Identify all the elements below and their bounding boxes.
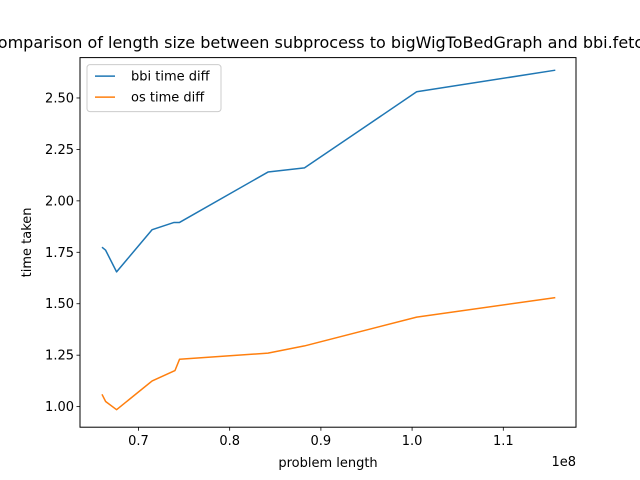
y-tick-label: 1.50 [45,297,74,312]
y-axis: 1.00 1.25 1.50 1.75 2.00 2.25 2.50 [45,91,80,415]
y-tick-label: 2.00 [45,194,74,209]
y-axis-label: time taken [20,207,35,277]
x-tick-label: 1.1 [493,434,514,449]
x-tick-label: 0.9 [311,434,332,449]
x-axis-offset-label: 1e8 [551,455,576,470]
y-tick-label: 2.50 [45,91,74,106]
x-axis-label: problem length [278,456,377,471]
series-line-1 [101,296,556,411]
series-line-0 [101,69,556,273]
y-tick-label: 1.25 [45,349,74,364]
chart-title: Comparison of length size between subpro… [0,33,640,52]
y-tick-label: 2.25 [45,143,74,158]
legend-box [86,64,222,113]
plot-frame [79,57,577,428]
x-tick-label: 0.7 [128,434,149,449]
legend: bbi time diff os time diff [86,64,222,113]
x-tick-label: 1.0 [402,434,423,449]
legend-label-1: os time diff [131,91,205,106]
y-tick-label: 1.75 [45,246,74,261]
x-axis: 0.7 0.8 0.9 1.0 1.1 [128,427,514,449]
y-tick-label: 1.00 [45,400,74,415]
x-tick-label: 0.8 [219,434,240,449]
legend-label-0: bbi time diff [131,70,211,85]
